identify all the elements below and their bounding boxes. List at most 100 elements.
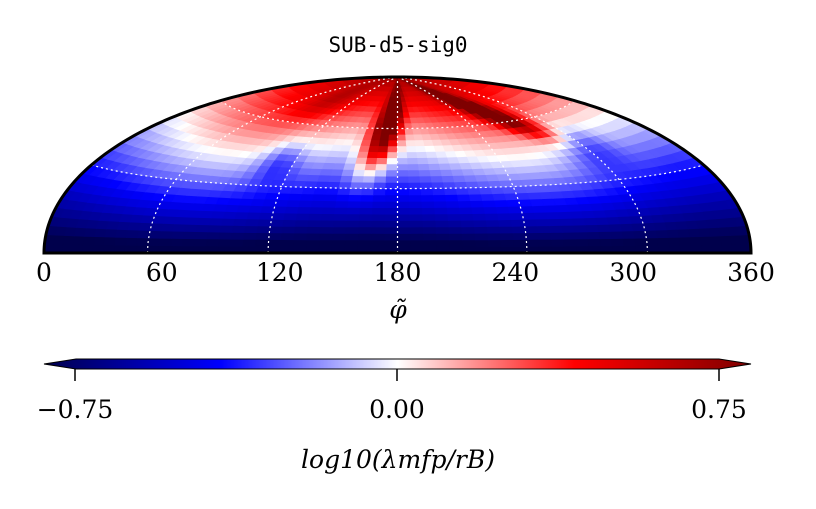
heatmap-cell (351, 175, 365, 183)
heatmap-cell (410, 239, 425, 247)
heatmap-cell (384, 207, 398, 215)
heatmap-cell (358, 226, 373, 234)
x-tick-label: 360 (727, 258, 775, 287)
heatmap-cell (536, 225, 551, 234)
heatmap-cell (537, 232, 552, 240)
colorbar: −0.75 0.00 0.75 log10(λmfp/rB) (37, 358, 752, 474)
heatmap-cell (319, 226, 334, 234)
heatmap-cell (114, 236, 127, 246)
heatmap-cell (385, 188, 398, 196)
heatmap-cell (337, 187, 352, 196)
heatmap-cell (397, 163, 409, 171)
heatmap-cell (409, 207, 424, 215)
heatmap-cell (459, 213, 475, 221)
heatmap-cell (547, 218, 563, 227)
heatmap-cell (599, 238, 613, 247)
heatmap-cell (397, 157, 409, 165)
heatmap-cell (483, 206, 498, 214)
heatmap-cell (455, 187, 470, 195)
heatmap-cell (307, 219, 322, 228)
heatmap-cell (383, 116, 392, 124)
sky-map (42, 75, 753, 255)
heatmap-cell (392, 95, 398, 102)
heatmap-cell (434, 213, 449, 221)
heatmap-cell (655, 229, 669, 239)
heatmap-cell (397, 169, 410, 177)
heatmap-cell (230, 238, 245, 247)
heatmap-cell (315, 180, 330, 189)
heatmap-cell (397, 111, 405, 118)
heatmap-cell (384, 226, 398, 234)
heatmap-cell (622, 237, 637, 247)
heatmap-cell (293, 232, 308, 241)
heatmap-cell (574, 231, 589, 240)
x-tick-label: 120 (256, 258, 304, 287)
heatmap-cell (373, 181, 387, 190)
heatmap-cell (268, 225, 284, 234)
heatmap-cell (571, 217, 587, 226)
heatmap-cell (471, 206, 486, 215)
x-tick-label: 240 (491, 258, 539, 287)
heatmap-cell (103, 236, 117, 246)
heatmap-cell (559, 217, 575, 226)
heatmap-cell (446, 206, 461, 215)
heatmap-cell (313, 187, 328, 195)
heatmap-cell (325, 187, 340, 195)
heatmap-cell (462, 239, 477, 247)
heatmap-cell (448, 226, 463, 234)
heatmap-cell (147, 237, 161, 247)
heatmap-cell (422, 226, 437, 234)
heatmap-cell (374, 169, 388, 177)
heatmap-cell (371, 213, 386, 221)
heatmap-cell (456, 193, 471, 202)
heatmap-cell (397, 194, 411, 202)
heatmap-cell (421, 207, 436, 215)
heatmap-cell (458, 206, 474, 215)
heatmap-cell (499, 225, 514, 234)
heatmap-cell (358, 219, 373, 228)
heatmap-cell (447, 219, 463, 228)
heatmap-cell (473, 226, 489, 234)
heatmap-cell (550, 238, 565, 247)
heatmap-cell (172, 223, 187, 232)
heatmap-cell (430, 175, 444, 183)
heatmap-cell (384, 220, 398, 228)
heatmap-cell (365, 157, 378, 165)
heatmap-cell (384, 213, 398, 221)
heatmap-cell (326, 181, 342, 189)
heatmap-cell (207, 224, 222, 233)
heatmap-cell (678, 236, 692, 246)
heatmap-cell (561, 224, 576, 233)
heatmap-cell (453, 181, 469, 189)
heatmap-cell (299, 193, 315, 201)
heatmap-cell (358, 213, 373, 221)
heatmap-cell (467, 187, 482, 195)
heatmap-cell (431, 181, 445, 189)
heatmap-cell (409, 194, 423, 202)
heatmap-cell (689, 236, 702, 246)
heatmap-cell (397, 128, 407, 135)
heatmap-cell (460, 219, 475, 228)
heatmap-cell (286, 199, 302, 208)
heatmap-cell (388, 133, 398, 141)
heatmap-cell (500, 232, 515, 241)
heatmap-cell (523, 218, 538, 227)
heatmap-cell (610, 230, 624, 240)
heatmap-cell (357, 232, 373, 241)
heatmap-cell (538, 238, 553, 247)
heatmap-cell (484, 212, 500, 221)
heatmap-cell (294, 219, 310, 227)
heatmap-cell (159, 230, 174, 239)
heatmap-cell (416, 151, 428, 159)
heatmap-cells (44, 77, 751, 253)
heatmap-cell (406, 151, 418, 159)
heatmap-cell (436, 239, 451, 247)
heatmap-cell (355, 156, 368, 165)
heatmap-cell (274, 199, 290, 207)
heatmap-cell (385, 181, 398, 190)
heatmap-cell (408, 188, 422, 196)
heatmap-cell (293, 239, 308, 247)
heatmap-cell (473, 219, 488, 228)
heatmap-cell (283, 212, 298, 221)
heatmap-cell (409, 226, 424, 234)
